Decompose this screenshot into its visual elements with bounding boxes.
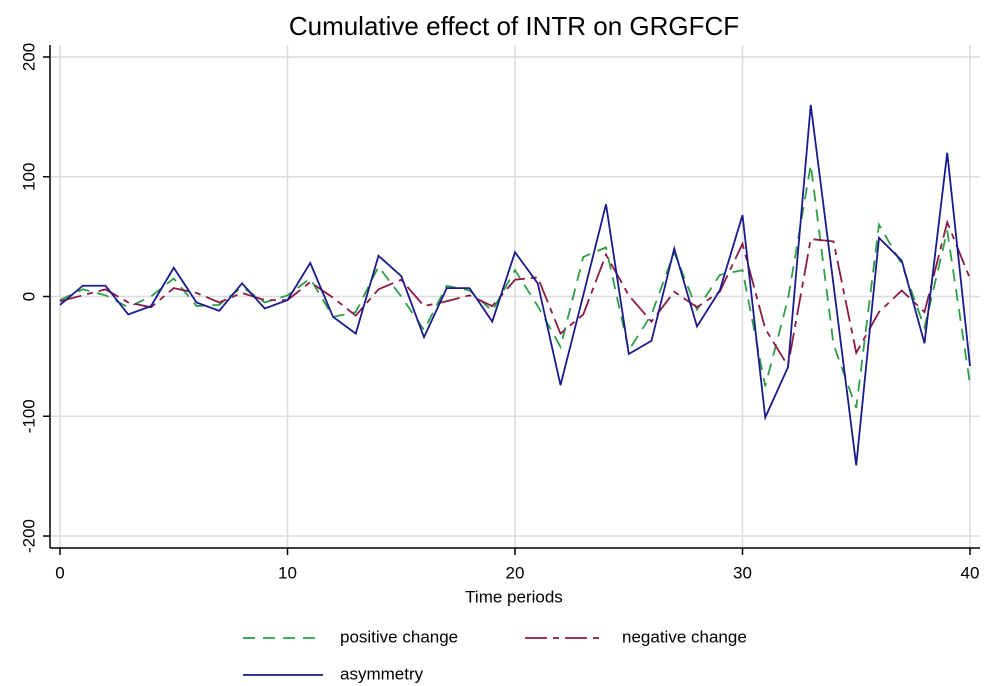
legend-label: asymmetry (340, 664, 424, 683)
grid (50, 45, 980, 548)
series-line (59, 219, 971, 369)
y-tick-label: 100 (19, 163, 38, 191)
x-tick-label: 30 (733, 563, 752, 582)
y-tick-label: 0 (19, 292, 38, 301)
y-tick-label: -200 (19, 519, 38, 553)
chart-title: Cumulative effect of INTR on GRGFCF (289, 11, 739, 41)
x-tick-label: 0 (55, 563, 64, 582)
legend-label: negative change (622, 627, 747, 646)
x-tick-label: 20 (506, 563, 525, 582)
series-line (59, 104, 971, 466)
x-tick-label: 40 (961, 563, 980, 582)
legend-label: positive change (340, 627, 458, 646)
x-axis-label: Time periods (465, 587, 563, 606)
y-tick-label: -100 (19, 399, 38, 433)
legend: positive change negative change asymmetry (243, 627, 747, 683)
plot-lines (59, 104, 971, 466)
y-tick-label: 200 (19, 43, 38, 71)
series-line (59, 164, 971, 409)
x-tick-label: 10 (278, 563, 297, 582)
